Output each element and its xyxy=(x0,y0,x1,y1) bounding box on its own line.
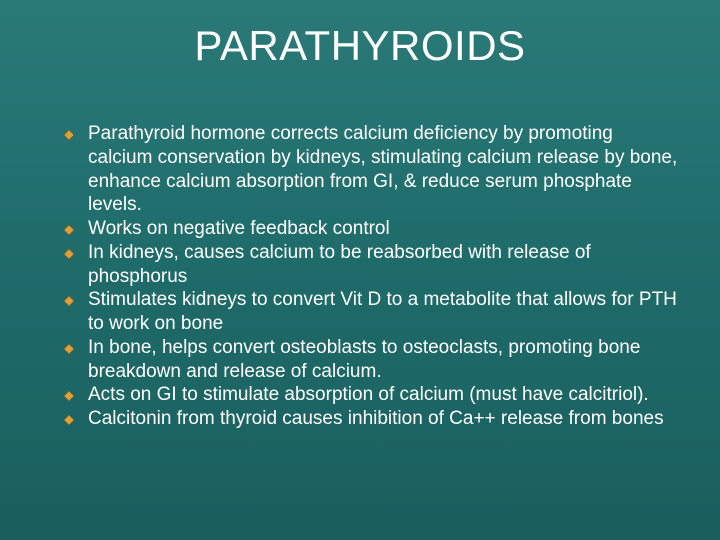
diamond-icon xyxy=(64,296,74,306)
bullet-text: In kidneys, causes calcium to be reabsor… xyxy=(88,241,680,289)
bullet-text: Works on negative feedback control xyxy=(88,217,390,241)
diamond-icon xyxy=(64,391,74,401)
list-item: Stimulates kidneys to convert Vit D to a… xyxy=(64,288,680,336)
diamond-icon xyxy=(64,249,74,259)
list-item: Calcitonin from thyroid causes inhibitio… xyxy=(64,407,680,431)
page-title: PARATHYROIDS xyxy=(0,22,720,70)
bullet-text: In bone, helps convert osteoblasts to os… xyxy=(88,336,680,384)
slide: PARATHYROIDS Parathyroid hormone correct… xyxy=(0,0,720,540)
bullet-text: Stimulates kidneys to convert Vit D to a… xyxy=(88,288,680,336)
bullet-text: Parathyroid hormone corrects calcium def… xyxy=(88,122,680,217)
list-item: Parathyroid hormone corrects calcium def… xyxy=(64,122,680,217)
diamond-icon xyxy=(64,344,74,354)
list-item: In kidneys, causes calcium to be reabsor… xyxy=(64,241,680,289)
diamond-icon xyxy=(64,225,74,235)
list-item: Works on negative feedback control xyxy=(64,217,680,241)
list-item: Acts on GI to stimulate absorption of ca… xyxy=(64,383,680,407)
diamond-icon xyxy=(64,130,74,140)
bullet-text: Acts on GI to stimulate absorption of ca… xyxy=(88,383,649,407)
list-item: In bone, helps convert osteoblasts to os… xyxy=(64,336,680,384)
diamond-icon xyxy=(64,415,74,425)
bullet-text: Calcitonin from thyroid causes inhibitio… xyxy=(88,407,664,431)
bullet-list: Parathyroid hormone corrects calcium def… xyxy=(64,122,680,431)
